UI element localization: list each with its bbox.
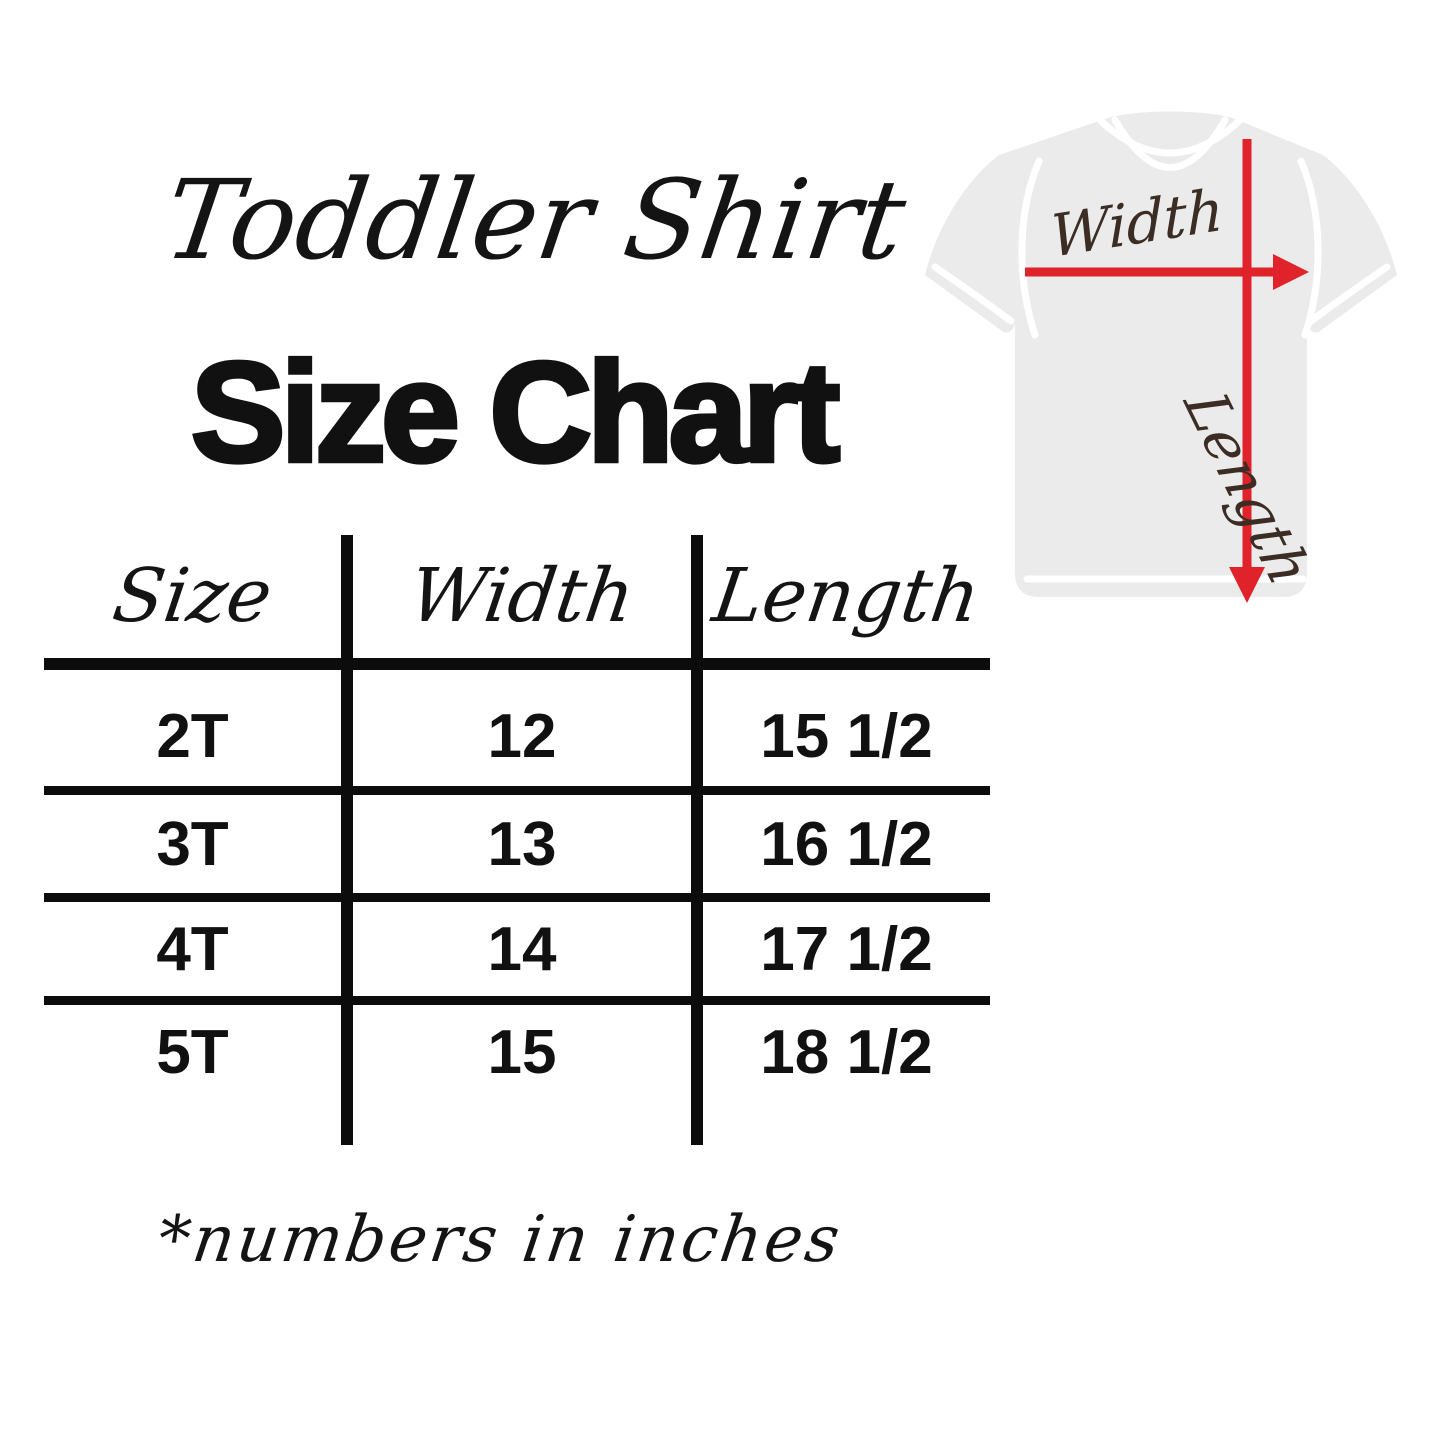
size-chart-table: Size Width Length 2T 12 15 1/2 3T 13 16 …: [44, 535, 990, 1145]
table-cell-width: 12: [487, 702, 557, 771]
table-header-divider: [44, 658, 990, 670]
table-cell-size: 4T: [156, 915, 229, 984]
column-header-size: Size: [107, 553, 278, 639]
table-cell-size: 5T: [156, 1018, 229, 1087]
table-cell-width: 14: [487, 915, 557, 984]
table-cell-width: 15: [487, 1018, 557, 1087]
script-title: Toddler Shirt: [157, 156, 913, 284]
left-sleeve-seam: [1018, 157, 1043, 339]
right-sleeve-seam: [1297, 157, 1322, 339]
right-sleeve-hem-seam: [1307, 263, 1391, 325]
length-arrow-icon: [1229, 139, 1265, 603]
collar-inner-seam: [1111, 116, 1229, 171]
table-cell-length: 15 1/2: [760, 702, 933, 771]
table-cell-length: 18 1/2: [760, 1018, 933, 1087]
table-row-divider: [44, 786, 990, 795]
table-column-divider: [691, 535, 703, 1145]
table-cell-length: 17 1/2: [760, 915, 933, 984]
footnote: *numbers in inches: [153, 1203, 847, 1277]
table-cell-width: 13: [487, 810, 557, 879]
width-arrow-icon: [1025, 254, 1309, 290]
tshirt-shape: [925, 111, 1397, 597]
tshirt-illustration: Width Length: [925, 111, 1397, 603]
table-cell-size: 2T: [156, 702, 229, 771]
collar-outer-seam: [1097, 117, 1243, 157]
column-header-length: Length: [707, 553, 986, 639]
table-row-divider: [44, 996, 990, 1005]
table-cell-length: 16 1/2: [760, 810, 933, 879]
page-title: Size Chart: [189, 333, 843, 492]
column-header-width: Width: [404, 553, 640, 639]
left-sleeve-hem-seam: [931, 263, 1015, 325]
table-cell-size: 3T: [156, 810, 229, 879]
table-column-divider: [341, 535, 353, 1145]
table-row-divider: [44, 893, 990, 902]
